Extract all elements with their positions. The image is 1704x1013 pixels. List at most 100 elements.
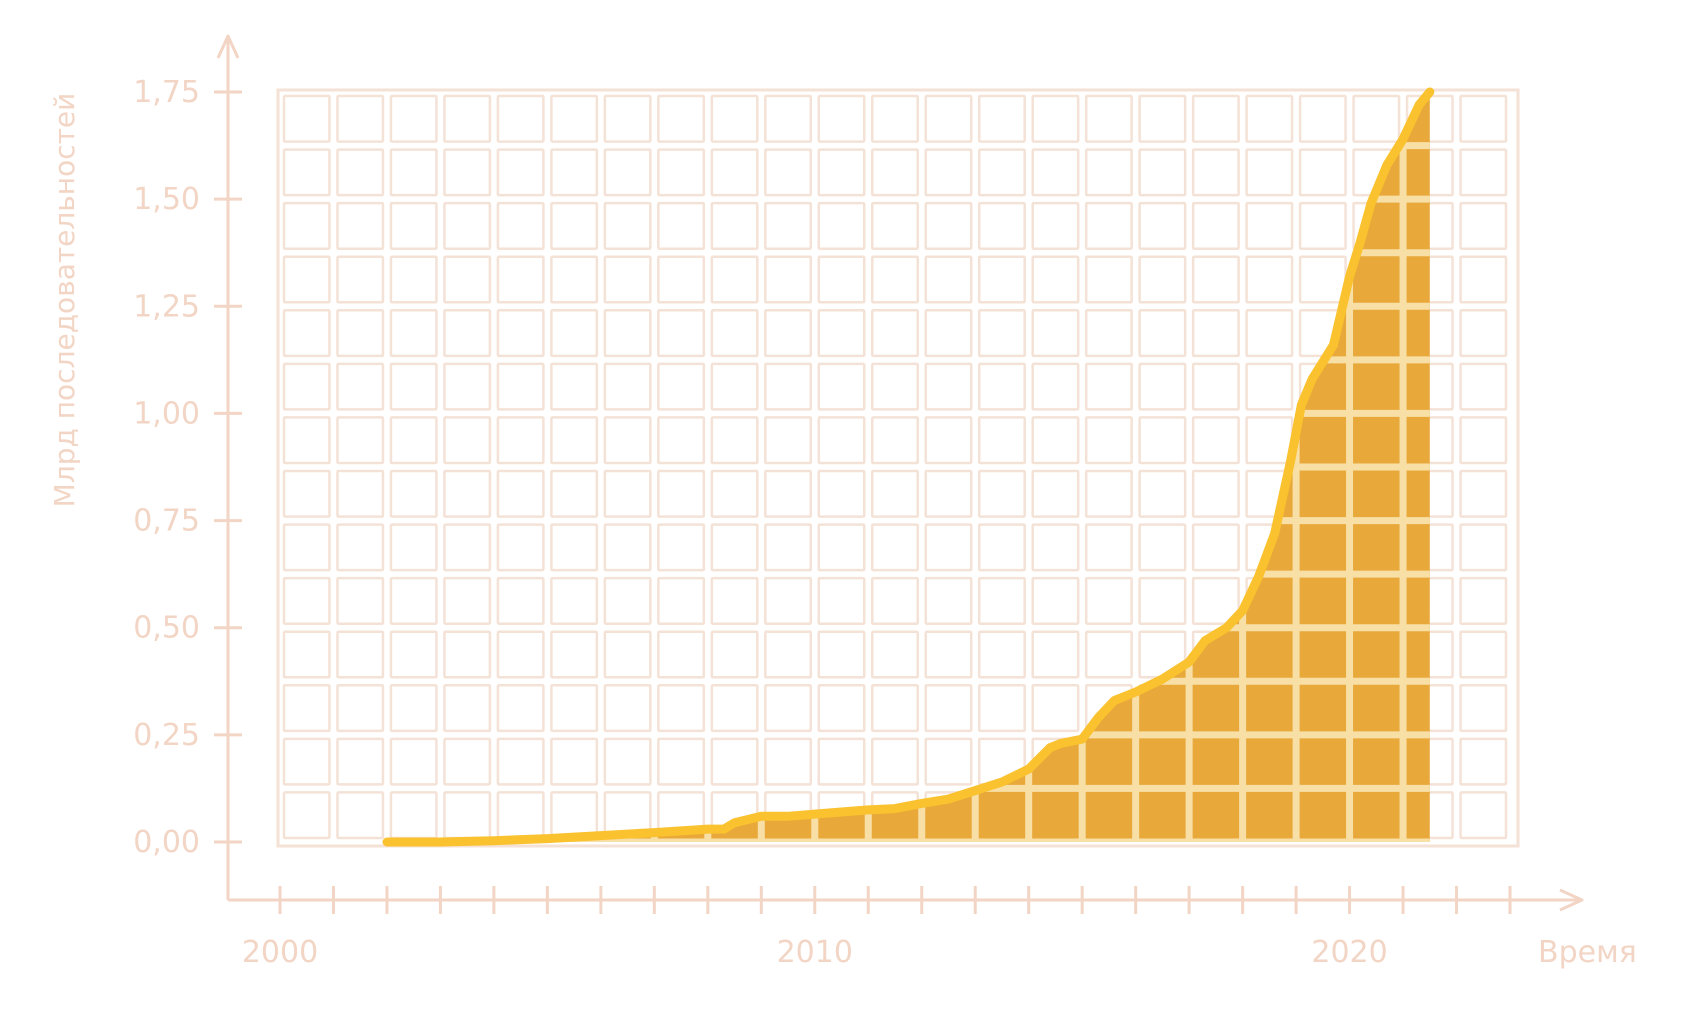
grid-cell: [1031, 255, 1080, 304]
grid-cell: [282, 523, 331, 572]
grid-cell: [389, 630, 438, 679]
grid-cell: [977, 362, 1026, 411]
grid-cell: [1245, 362, 1294, 411]
plot-frame: [276, 88, 1520, 848]
grid-cell: [817, 576, 866, 625]
data-point: [1027, 768, 1030, 771]
grid-cell: [817, 148, 866, 197]
grid-cell: [657, 737, 706, 786]
x-axis-arrow: [1559, 888, 1584, 912]
data-point: [546, 837, 549, 840]
grid-cell: [1191, 523, 1240, 572]
grid-cell: [336, 469, 385, 518]
grid-cell: [657, 309, 706, 358]
grid-cell: [443, 309, 492, 358]
grid-cell: [1138, 255, 1187, 304]
grid-cell: [817, 469, 866, 518]
data-point: [1402, 138, 1405, 141]
grid-cell: [657, 201, 706, 250]
grid-cell: [496, 148, 545, 197]
grid-cell: [1459, 469, 1508, 518]
grid-cell: [764, 201, 813, 250]
grid-cell: [1031, 94, 1080, 143]
grid-cell: [710, 201, 759, 250]
grid-cell: [764, 148, 813, 197]
grid-cell: [336, 576, 385, 625]
grid-cell: [336, 630, 385, 679]
grid-cell: [496, 469, 545, 518]
grid-cell: [443, 684, 492, 733]
grid-cell: [336, 737, 385, 786]
grid-cell: [1031, 630, 1080, 679]
grid-cell: [1459, 737, 1508, 786]
grid-cell: [977, 416, 1026, 465]
data-point: [1241, 609, 1244, 612]
grid-cell: [1245, 416, 1294, 465]
grid-cell: [764, 416, 813, 465]
grid-cell: [1459, 255, 1508, 304]
grid-cell: [1298, 201, 1347, 250]
data-point: [1386, 163, 1389, 166]
grid-cell: [924, 94, 973, 143]
grid-cell: [603, 684, 652, 733]
grid-cell: [977, 201, 1026, 250]
grid-cell: [924, 576, 973, 625]
grid-cell: [496, 362, 545, 411]
grid-cell: [817, 416, 866, 465]
grid-cell: [282, 255, 331, 304]
grid-cell: [496, 94, 545, 143]
grid-cell: [603, 148, 652, 197]
grid-cell: [657, 255, 706, 304]
grid-cell: [550, 362, 599, 411]
grid-cell: [443, 469, 492, 518]
grid-cell: [603, 255, 652, 304]
grid-cell: [924, 416, 973, 465]
grid-cell: [1138, 469, 1187, 518]
grid-cell: [1138, 576, 1187, 625]
grid-cell: [1245, 148, 1294, 197]
grid-cell: [336, 255, 385, 304]
data-point: [733, 821, 736, 824]
grid-cell: [977, 684, 1026, 733]
grid-cell: [496, 416, 545, 465]
grid-cell: [443, 362, 492, 411]
grid-cell: [1138, 201, 1187, 250]
grid-cell: [871, 630, 919, 679]
grid-cell: [603, 416, 652, 465]
grid-cell: [550, 469, 599, 518]
grid-cell: [977, 523, 1026, 572]
data-point: [1097, 716, 1100, 719]
data-point: [722, 828, 725, 831]
grid-cell: [550, 684, 599, 733]
grid-cell: [657, 416, 706, 465]
grid-cell: [443, 737, 492, 786]
grid-cell: [496, 201, 545, 250]
grid-cell: [924, 201, 973, 250]
data-point: [1000, 781, 1003, 784]
y-tick-label: 1,75: [133, 75, 200, 110]
grid-cell: [764, 255, 813, 304]
x-tick-label: 2010: [777, 935, 853, 970]
data-point: [1188, 661, 1191, 664]
grid-cell: [1084, 148, 1133, 197]
grid-cell: [871, 523, 919, 572]
grid-cell: [389, 201, 438, 250]
grid-cell: [550, 255, 599, 304]
grid-cell: [764, 469, 813, 518]
grid-cell: [764, 362, 813, 411]
grid-cell: [336, 94, 385, 143]
series-line: [382, 87, 1435, 847]
grid-cell: [710, 94, 759, 143]
data-point: [1134, 691, 1137, 694]
grid-cell: [550, 630, 599, 679]
grid-cell: [657, 148, 706, 197]
grid-cell: [817, 684, 866, 733]
grid-cell: [282, 737, 331, 786]
data-point: [1225, 626, 1228, 629]
grid-cell: [977, 148, 1026, 197]
grid-cell: [764, 309, 813, 358]
grid-cell: [336, 791, 385, 840]
grid-cell: [1031, 416, 1080, 465]
grid-cell: [977, 94, 1026, 143]
grid-cell: [710, 469, 759, 518]
